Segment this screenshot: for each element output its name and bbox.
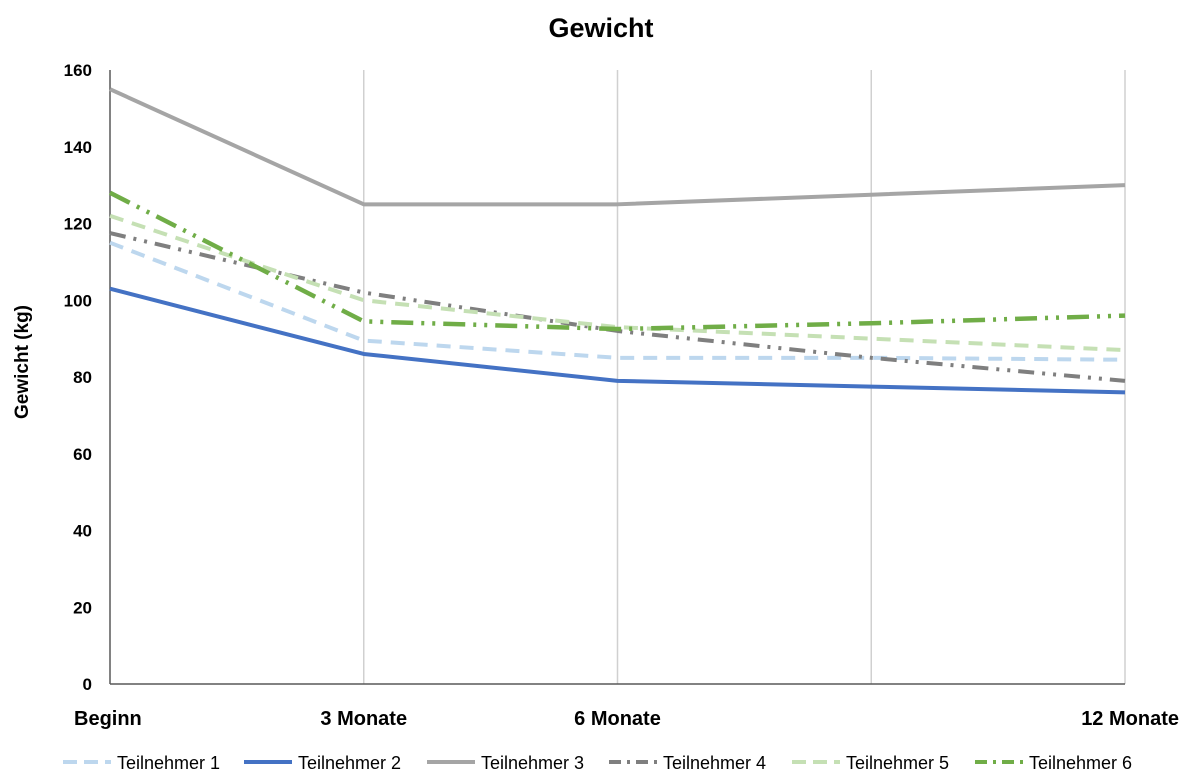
chart-title: Gewicht xyxy=(548,13,653,43)
y-tick-label: 120 xyxy=(64,215,92,234)
y-tick-label: 40 xyxy=(73,522,92,541)
series-lines xyxy=(108,87,1126,395)
legend-label-6: Teilnehmer 6 xyxy=(1029,753,1132,773)
legend: Teilnehmer 1 Teilnehmer 2 Teilnehmer 3 Teil… xyxy=(63,753,1132,773)
y-tick-label: 0 xyxy=(83,675,92,694)
series-line-2 xyxy=(109,286,1126,395)
y-tick-label: 20 xyxy=(73,598,92,617)
x-tick-label: 3 Monate xyxy=(320,708,407,730)
x-tick-label: 12 Monate xyxy=(1081,708,1179,730)
legend-label-5: Teilnehmer 5 xyxy=(846,753,949,773)
legend-label-3: Teilnehmer 3 xyxy=(481,753,584,773)
series-line-3 xyxy=(109,87,1126,207)
y-tick-labels: 0 20 40 60 80 100 120 140 160 xyxy=(64,61,92,694)
gridlines xyxy=(363,70,1126,684)
series-line-1 xyxy=(109,240,1126,362)
x-tick-labels: Beginn 3 Monate 6 Monate 12 Monate xyxy=(74,708,1179,730)
series-line-5 xyxy=(109,213,1126,353)
x-tick-label: Beginn xyxy=(74,708,142,730)
legend-label-4: Teilnehmer 4 xyxy=(663,753,766,773)
y-tick-label: 140 xyxy=(64,138,92,157)
y-tick-label: 60 xyxy=(73,445,92,464)
series-line-6 xyxy=(108,190,1126,332)
y-tick-label: 160 xyxy=(64,61,92,80)
legend-label-2: Teilnehmer 2 xyxy=(298,753,401,773)
legend-label-1: Teilnehmer 1 xyxy=(117,753,220,773)
y-axis-label: Gewicht (kg) xyxy=(12,305,33,419)
x-tick-label: 6 Monate xyxy=(574,708,661,730)
y-tick-label: 100 xyxy=(64,291,92,310)
y-tick-label: 80 xyxy=(73,368,92,387)
